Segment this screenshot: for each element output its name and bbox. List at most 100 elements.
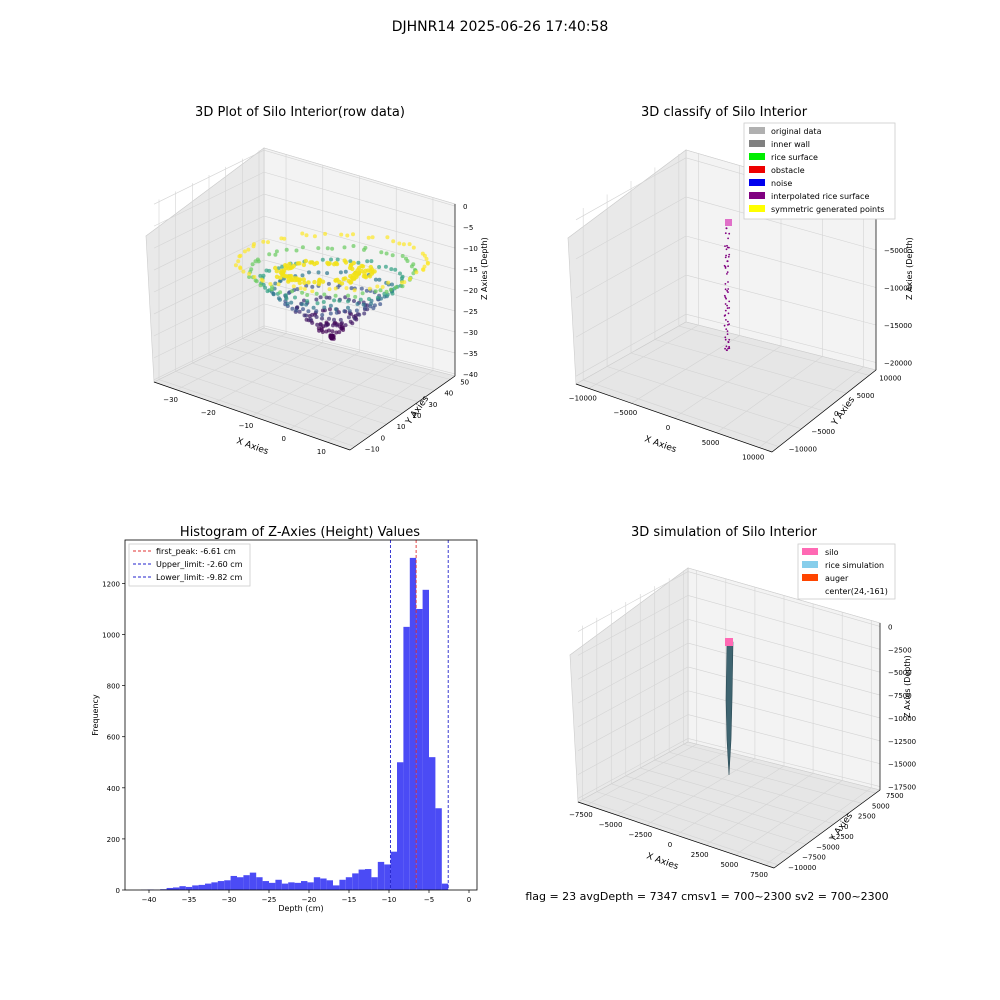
- point-marker: [314, 297, 319, 302]
- z-gridline: [687, 714, 881, 764]
- point-marker: [375, 295, 380, 300]
- histogram-bar: [185, 886, 193, 890]
- point-marker: [372, 269, 377, 274]
- point-marker: [724, 309, 727, 312]
- z-gridline-left: [577, 738, 689, 799]
- z-gridline-left: [153, 325, 265, 381]
- x-tick-label: −40: [142, 896, 157, 904]
- legend-label: Lower_limit: -9.82 cm: [156, 573, 242, 582]
- legend-swatch: [749, 153, 765, 160]
- point-marker: [389, 267, 394, 272]
- point-marker: [351, 244, 356, 248]
- legend-label: original data: [771, 127, 822, 136]
- legend-swatch: [802, 548, 818, 555]
- point-marker: [380, 285, 385, 289]
- z-gridline: [687, 666, 881, 719]
- point-marker: [338, 270, 343, 275]
- x-tick-label: −30: [222, 896, 237, 904]
- point-marker: [338, 317, 343, 322]
- point-marker: [378, 302, 383, 307]
- point-marker: [726, 330, 729, 332]
- y-tick-label: 10000: [879, 374, 901, 382]
- z-gridline: [687, 618, 881, 673]
- y-tick-label: 1200: [102, 580, 120, 588]
- point-marker: [369, 259, 374, 264]
- point-marker: [725, 328, 728, 330]
- point-marker: [331, 323, 335, 328]
- histogram-bar: [262, 881, 269, 890]
- z-tick-label: −40: [463, 371, 478, 379]
- histogram-bar: [179, 886, 186, 890]
- point-marker: [388, 287, 393, 292]
- point-marker: [318, 322, 323, 327]
- histogram-bar: [275, 879, 282, 890]
- legend-swatch: [749, 205, 765, 212]
- z-tick-label: 0: [888, 623, 892, 631]
- point-marker: [332, 317, 336, 322]
- point-marker: [363, 274, 368, 279]
- point-marker: [278, 290, 283, 295]
- histogram-bar: [198, 884, 205, 890]
- y-tick-label: −10: [365, 446, 380, 454]
- y-gridline: [596, 791, 793, 855]
- point-marker: [349, 286, 354, 291]
- z-tick-label: −17500: [888, 784, 916, 792]
- point-marker: [310, 289, 315, 294]
- histogram-bar: [409, 557, 417, 890]
- point-marker: [258, 273, 263, 278]
- point-marker: [726, 304, 728, 307]
- point-marker: [312, 234, 317, 239]
- point-marker: [342, 309, 347, 314]
- point-marker: [320, 316, 324, 321]
- histogram-xlabel: Depth (cm): [278, 904, 323, 913]
- z-gridline: [685, 235, 877, 288]
- point-marker: [379, 296, 383, 301]
- histogram-bar: [339, 879, 346, 890]
- point-marker: [300, 245, 305, 250]
- point-marker: [351, 273, 356, 278]
- histogram-bar: [294, 882, 301, 890]
- point-marker: [274, 274, 280, 279]
- point-marker: [290, 289, 295, 294]
- z-gridline: [263, 149, 456, 207]
- x-tick-label: −15: [342, 896, 357, 904]
- point-marker: [276, 282, 281, 287]
- y-tick-label: 5000: [872, 802, 890, 810]
- point-marker: [397, 241, 402, 246]
- y-tick-label: 800: [107, 683, 120, 691]
- point-marker: [726, 333, 729, 335]
- point-marker: [247, 275, 252, 279]
- point-marker: [366, 235, 371, 240]
- point-marker: [351, 260, 356, 266]
- z-gridline: [263, 259, 456, 312]
- point-marker: [274, 269, 279, 274]
- point-marker: [351, 232, 355, 237]
- point-marker: [358, 297, 363, 302]
- point-marker: [400, 284, 405, 289]
- point-marker: [346, 305, 350, 310]
- z-tick-label: −15000: [884, 322, 912, 330]
- z-gridline-left: [153, 193, 265, 249]
- y-tick-label: −10000: [788, 864, 816, 872]
- y-gridline: [225, 346, 419, 403]
- x-tick-label: −10000: [569, 394, 597, 402]
- point-marker: [727, 291, 729, 293]
- x-tick-label: 0: [467, 896, 471, 904]
- y-gridline: [640, 767, 835, 825]
- point-marker: [405, 259, 410, 263]
- point-marker: [725, 319, 727, 321]
- point-marker: [281, 270, 286, 275]
- x-tick-label: −30: [163, 396, 178, 404]
- point-marker: [351, 276, 356, 281]
- point-marker: [726, 273, 728, 275]
- point-marker: [727, 320, 729, 323]
- point-marker: [315, 301, 320, 306]
- x-tick-label: 7500: [750, 871, 768, 879]
- point-marker: [302, 298, 306, 303]
- point-marker: [371, 306, 376, 311]
- point-marker: [333, 307, 338, 312]
- simulation-xlabel: X Axies: [645, 851, 680, 872]
- histogram-bar: [256, 877, 263, 890]
- point-marker: [356, 260, 361, 265]
- x-tick-label: 0: [281, 435, 285, 443]
